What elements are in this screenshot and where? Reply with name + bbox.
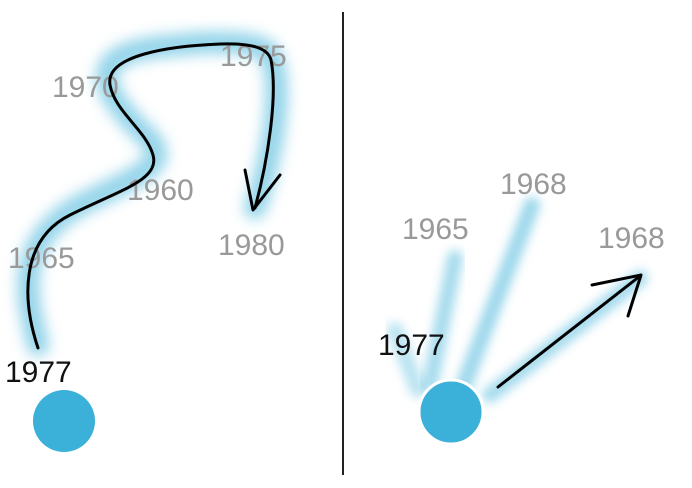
left-current-year-label: 1977: [5, 356, 72, 389]
right-arrow-shaft: [496, 274, 642, 389]
right-ray-glow-1965: [422, 250, 463, 393]
right-year-label-1968-right: 1968: [598, 222, 665, 255]
left-arrowhead: [243, 168, 282, 212]
right-ray-glow-1968-upper: [454, 197, 540, 398]
right-year-label-1965: 1965: [402, 213, 469, 246]
left-year-label-1965: 1965: [8, 242, 75, 275]
right-current-dot: [417, 378, 485, 446]
left-panel: 1965 1960 1970 1975 1980 1977: [5, 31, 288, 452]
left-year-label-1960: 1960: [127, 174, 194, 207]
left-current-dot: [33, 390, 95, 452]
left-trail-arrow-path: [26, 42, 275, 350]
right-panel: 1965 1968 1968 1977: [378, 168, 665, 446]
right-year-label-1968-upper: 1968: [500, 168, 567, 201]
left-year-label-1970: 1970: [52, 71, 119, 104]
right-current-year-label: 1977: [378, 329, 445, 362]
right-arrowhead: [590, 273, 643, 318]
left-year-label-1980: 1980: [218, 229, 285, 262]
right-ray-glow-lower: [387, 322, 426, 398]
